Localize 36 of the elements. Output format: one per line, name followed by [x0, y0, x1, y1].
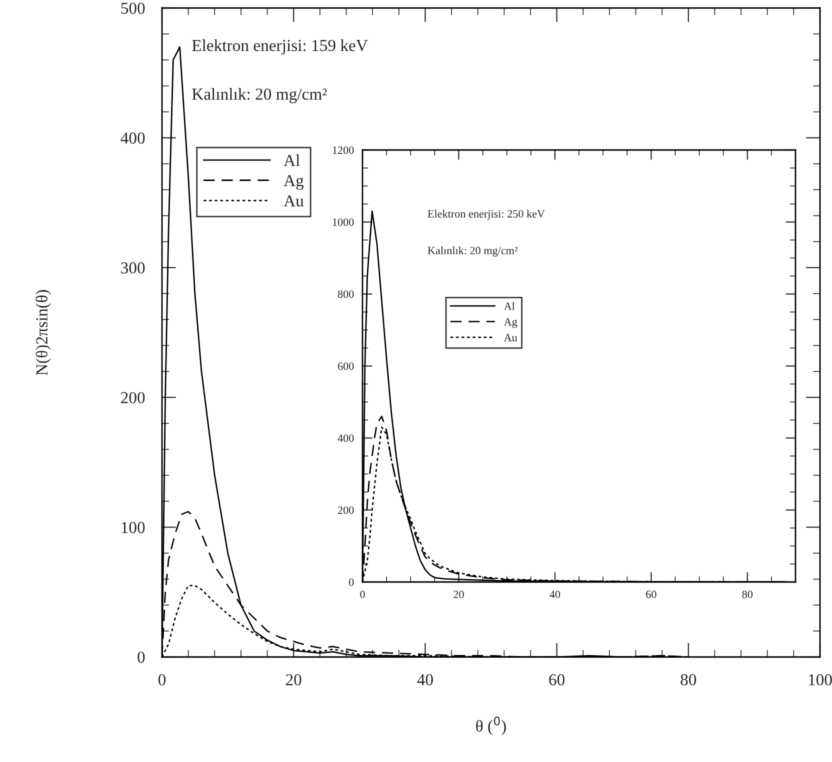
y-tick-label: 800 [338, 290, 354, 298]
y-tick-label: 400 [338, 434, 354, 442]
annotation: Elektron enerjisi: 250 keV [428, 210, 545, 220]
y-tick-label: 300 [121, 262, 145, 274]
x-axis-title: θ ($^{0}$) [476, 716, 506, 736]
legend-label: Al [284, 154, 300, 166]
y-tick-label: 0 [138, 652, 145, 663]
y-tick-label: 600 [338, 362, 354, 370]
x-tick-label: 60 [646, 590, 656, 598]
y-tick-label: 100 [122, 522, 145, 534]
y-tick-label: 0 [349, 578, 354, 586]
y-axis-title: N(θ)2πsin(θ) [36, 290, 51, 376]
x-tick-label: 60 [549, 674, 564, 686]
annotation: Kalınlık: 20 mg/cm² [428, 246, 518, 257]
x-tick-label: 80 [742, 590, 753, 598]
legend-label: Ag [504, 318, 518, 328]
annotation: Elektron enerjisi: 159 keV [192, 39, 368, 54]
legend-label: Ag [284, 175, 304, 190]
y-tick-label: 1000 [332, 218, 354, 226]
y-tick-label: 500 [121, 2, 145, 14]
legend-label: Au [504, 334, 518, 342]
x-tick-label: 40 [550, 590, 560, 598]
x-tick-label: 100 [808, 674, 832, 686]
y-tick-label: 400 [120, 132, 145, 144]
y-tick-label: 200 [121, 392, 145, 404]
x-tick-label: 20 [286, 674, 302, 686]
y-tick-label: 200 [338, 506, 354, 514]
y-tick-label: 1200 [332, 146, 354, 154]
legend-label: Al [504, 302, 515, 310]
x-tick-label: 80 [680, 674, 696, 686]
x-tick-label: 20 [454, 590, 464, 598]
x-tick-label: 0 [360, 590, 365, 598]
legend-label: Au [284, 195, 304, 207]
x-tick-label: 0 [158, 674, 166, 686]
annotation: Kalınlık: 20 mg/cm² [192, 88, 327, 104]
x-tick-label: 40 [417, 674, 433, 686]
